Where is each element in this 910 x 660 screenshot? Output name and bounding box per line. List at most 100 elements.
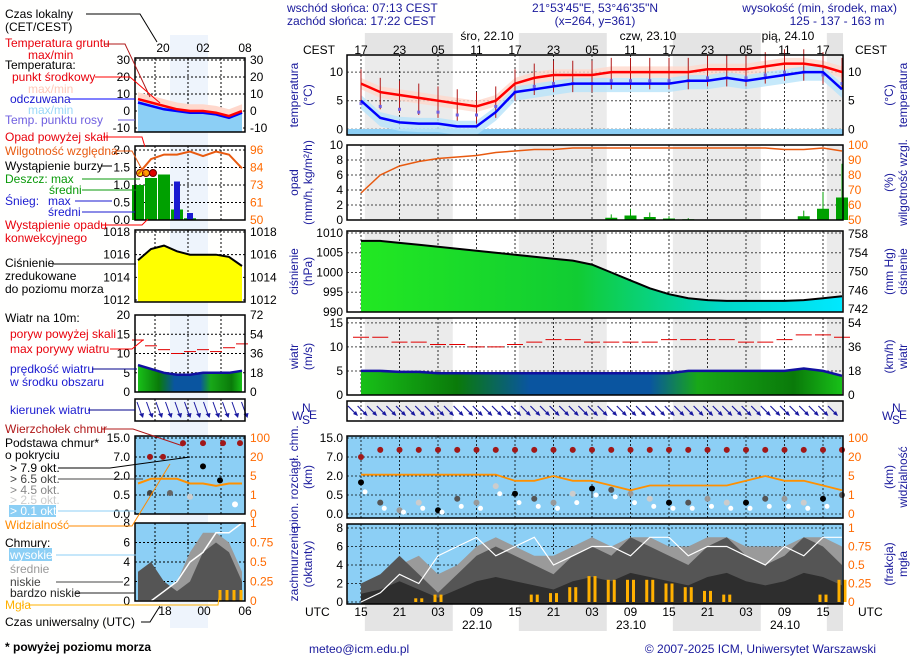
arrow-head xyxy=(833,411,838,416)
arrow-head xyxy=(785,411,790,416)
left-tick-wind: 0 xyxy=(336,388,343,402)
mini-tick-humidity: 84 xyxy=(250,161,264,175)
top-hour-label: 11 xyxy=(624,43,637,57)
legend-cloud-top: Wierzchołek chmur xyxy=(5,422,107,436)
night-band xyxy=(518,145,607,220)
fog-bar xyxy=(689,587,693,602)
cloud-base-dot xyxy=(608,486,615,493)
legend-humidity: Wilgotność względna xyxy=(5,144,118,158)
fog-bar xyxy=(587,576,591,602)
bottom-hour-label: 15 xyxy=(662,605,676,619)
copyright-text: © 2007-2025 ICM, Uniwersytet Warszawski xyxy=(645,642,876,656)
elevation-values: 125 - 137 - 163 m xyxy=(790,14,885,28)
cloud-top-dot xyxy=(396,446,403,453)
cloud-base-dot-light xyxy=(381,505,387,511)
high-clouds-line xyxy=(360,536,842,603)
mini-tick-wind_ms: 5 xyxy=(123,366,130,380)
cloud-base-dot-light xyxy=(747,505,753,511)
arrow-head xyxy=(554,411,560,416)
legend-dew-point: Temp. punktu rosy xyxy=(5,113,103,127)
mini-cloud-top-dot xyxy=(220,440,226,447)
mini-high-clouds-line xyxy=(138,522,243,602)
arrow-head xyxy=(177,413,182,418)
right-axis-title-cloud: widzialność xyxy=(896,446,910,508)
mini-tick-temp: 30 xyxy=(117,53,131,67)
arrow-head xyxy=(593,411,598,416)
wind-direction-arrow-icon xyxy=(587,405,598,416)
cloud-base-dot-light xyxy=(843,502,849,507)
mini-tick-temp: 20 xyxy=(250,70,264,84)
top-timezone-left: CEST xyxy=(303,43,336,57)
right-tick-temp: 5 xyxy=(848,94,855,108)
left-tick-cloud: 0.0 xyxy=(326,507,343,521)
top-hour-label: 11 xyxy=(778,43,791,57)
mini-pressure-line xyxy=(137,244,243,267)
cloud-top-dot xyxy=(685,446,692,453)
right-axis-unit-wind: (km/h) xyxy=(882,340,896,374)
right-axis-unit-pressure: (mm Hg) xyxy=(882,248,896,295)
mini-tick-oktas: 8 xyxy=(123,516,130,530)
mini-fog-bar xyxy=(239,590,243,601)
left-tick-temp: 10 xyxy=(330,65,344,79)
arrow-head xyxy=(525,411,531,416)
bottom-hour-label: 15 xyxy=(354,605,368,619)
top-hour-label: 17 xyxy=(354,43,368,57)
fog-bar xyxy=(433,594,437,602)
mini-tick-wind_kmh: 54 xyxy=(250,327,264,341)
cloud-base-dot-light xyxy=(362,489,368,495)
wind-direction-arrow-icon xyxy=(789,405,800,416)
mini-panel-border-temp xyxy=(134,57,246,133)
contact-email-link[interactable]: meteo@icm.edu.pl xyxy=(309,642,409,656)
left-tick-precip: 2 xyxy=(336,198,343,212)
cloud-top-dot xyxy=(589,446,596,453)
arrow-head xyxy=(148,413,154,418)
wind-direction-arrow-icon xyxy=(817,405,829,416)
mini-bottom-hour: 06 xyxy=(238,604,252,618)
wind-direction-arrow-icon xyxy=(539,405,550,416)
wind-direction-arrow-icon xyxy=(385,405,397,416)
bottom-timezone-right: UTC xyxy=(858,605,883,619)
night-band xyxy=(826,231,843,312)
cloud-top-dot xyxy=(646,446,653,453)
top-hour-label: 17 xyxy=(662,43,676,57)
legend-precip-above: Opad powyżej skali xyxy=(5,130,108,144)
cloud-base-dot-light xyxy=(478,505,484,511)
arrow-head xyxy=(564,411,570,416)
legend-utc-time: Czas uniwersalny (UTC) xyxy=(5,615,135,629)
cloud-top-dot xyxy=(608,446,615,453)
dew-point-mark xyxy=(398,107,402,111)
sunset-text: zachód słońca: 17:22 CEST xyxy=(287,14,436,28)
fog-bar xyxy=(439,594,443,602)
dew-point-mark xyxy=(821,73,825,77)
dew-point-mark xyxy=(609,79,613,83)
right-tick-cover: 0 xyxy=(848,595,855,609)
top-hour-label: 11 xyxy=(470,43,483,57)
night-band xyxy=(364,145,453,220)
bottom-date-label: 24.10 xyxy=(770,618,800,632)
cloud-top-dot xyxy=(435,446,442,453)
wind-direction-arrow-icon xyxy=(664,405,675,416)
mini-tick-cloud_km: 2.0 xyxy=(113,469,130,483)
bottom-hour-label: 09 xyxy=(624,605,638,619)
dew-point-mark xyxy=(783,70,787,74)
elevation-label: wysokość (min, środek, max) xyxy=(741,1,897,15)
cloud-base-dot-light xyxy=(574,500,580,506)
night-band-footer xyxy=(826,604,843,631)
dew-point-mark xyxy=(629,79,633,83)
ground-layer xyxy=(347,129,843,135)
right-tick-pressure: 750 xyxy=(848,265,868,279)
wind-direction-arrow-icon xyxy=(625,405,637,416)
arrow-head xyxy=(497,411,502,416)
cloud-base-dot-light xyxy=(766,503,772,509)
cloud-base-dot-light xyxy=(786,503,792,509)
mini-tick-pressure: 1018 xyxy=(103,225,130,239)
fog-bar xyxy=(670,583,674,602)
panel-border-temp xyxy=(346,54,844,136)
wind-direction-arrow-icon xyxy=(654,405,666,416)
left-tick-wind: 5 xyxy=(336,364,343,378)
mini-felt-line xyxy=(137,101,243,120)
mini-tick-wind_ms: 20 xyxy=(117,308,131,322)
mini-tick-temp: 10 xyxy=(250,87,264,101)
cloud-base-dot-light xyxy=(555,505,561,511)
